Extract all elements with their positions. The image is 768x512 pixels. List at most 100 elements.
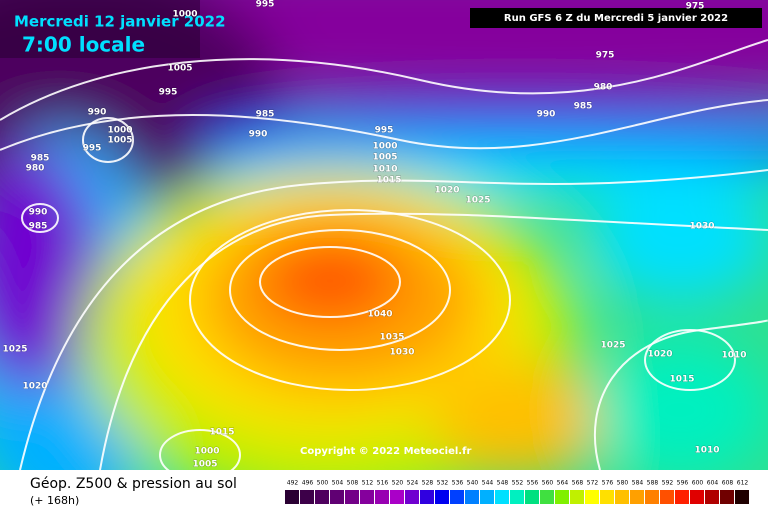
- isobar-label: 1030: [389, 348, 414, 358]
- isobar-label: 1010: [694, 446, 719, 456]
- isobar-label: 985: [256, 110, 275, 120]
- forecast-time: 7:00 locale: [22, 33, 145, 57]
- legend-level: 536: [452, 480, 464, 487]
- legend-level: 592: [662, 480, 674, 487]
- isobar-label: 1020: [22, 382, 47, 392]
- legend-level: 608: [722, 480, 734, 487]
- legend-swatch: [435, 490, 449, 504]
- legend-level: 544: [482, 480, 494, 487]
- legend-level: 540: [467, 480, 479, 487]
- legend-swatch: [735, 490, 749, 504]
- forecast-date: Mercredi 12 janvier 2022: [14, 13, 226, 31]
- legend-level: 500: [317, 480, 329, 487]
- legend-swatch: [705, 490, 719, 504]
- isobar-label: 975: [596, 51, 615, 61]
- isobar-label: 1030: [689, 222, 714, 232]
- legend-level: 568: [572, 480, 584, 487]
- isobar-label: 1005: [192, 460, 217, 470]
- legend-swatch: [600, 490, 614, 504]
- legend-level: 516: [377, 480, 389, 487]
- legend-swatch: [480, 490, 494, 504]
- legend-level: 492: [287, 480, 299, 487]
- isobar-label: 1015: [209, 428, 234, 438]
- isobar-label: 1005: [107, 136, 132, 146]
- isobar-label: 995: [375, 126, 394, 136]
- legend-level: 584: [632, 480, 644, 487]
- legend-swatch: [450, 490, 464, 504]
- isobar-label: 1010: [721, 351, 746, 361]
- legend-subtitle: (+ 168h): [30, 494, 79, 507]
- legend-swatch: [375, 490, 389, 504]
- legend-level: 576: [602, 480, 614, 487]
- isobar-label: 1025: [2, 345, 27, 355]
- legend-level: 508: [347, 480, 359, 487]
- legend-swatch: [405, 490, 419, 504]
- legend-swatch: [300, 490, 314, 504]
- legend-swatch: [420, 490, 434, 504]
- legend-swatch: [345, 490, 359, 504]
- legend-swatch: [645, 490, 659, 504]
- isobar-label: 995: [159, 88, 178, 98]
- legend-swatch: [720, 490, 734, 504]
- isobar-label: 980: [26, 164, 45, 174]
- isobar-label: 985: [31, 154, 50, 164]
- legend-swatch: [630, 490, 644, 504]
- isobar-label: 995: [83, 144, 102, 154]
- isobar-label: 1035: [379, 333, 404, 343]
- isobar-label: 1025: [465, 196, 490, 206]
- isobar-label: 980: [594, 83, 613, 93]
- legend-level: 524: [407, 480, 419, 487]
- legend-level: 588: [647, 480, 659, 487]
- legend-swatch: [555, 490, 569, 504]
- legend-swatch: [660, 490, 674, 504]
- legend-swatch: [570, 490, 584, 504]
- legend-level: 552: [512, 480, 524, 487]
- isobar-label: 990: [88, 108, 107, 118]
- legend-level: 580: [617, 480, 629, 487]
- isobar-label: 1000: [172, 10, 197, 20]
- legend-swatch: [495, 490, 509, 504]
- isobar-label: 1015: [669, 375, 694, 385]
- run-box: [470, 8, 762, 28]
- isobar-label: 990: [249, 130, 268, 140]
- legend-level: 512: [362, 480, 374, 487]
- legend-swatch: [360, 490, 374, 504]
- legend-swatch: [315, 490, 329, 504]
- legend-title: Géop. Z500 & pression au sol: [30, 476, 237, 492]
- legend-level: 528: [422, 480, 434, 487]
- legend-swatch: [585, 490, 599, 504]
- legend-level: 596: [677, 480, 689, 487]
- copyright: Copyright © 2022 Meteociel.fr: [300, 446, 471, 457]
- isobar-label: 975: [686, 2, 705, 12]
- legend-level: 520: [392, 480, 404, 487]
- legend-level: 564: [557, 480, 569, 487]
- legend-level: 560: [542, 480, 554, 487]
- legend-swatch: [465, 490, 479, 504]
- legend-level: 600: [692, 480, 704, 487]
- isobar-label: 1005: [167, 64, 192, 74]
- isobar-label: 985: [29, 222, 48, 232]
- run-info: Run GFS 6 Z du Mercredi 5 janvier 2022: [504, 13, 728, 24]
- legend-level: 496: [302, 480, 314, 487]
- legend-swatch: [510, 490, 524, 504]
- legend-swatch: [675, 490, 689, 504]
- isobar-label: 1020: [647, 350, 672, 360]
- isobar-label: 1000: [194, 447, 219, 457]
- legend-level: 548: [497, 480, 509, 487]
- legend-swatch: [540, 490, 554, 504]
- isobar-label: 1025: [600, 341, 625, 351]
- legend-swatch: [390, 490, 404, 504]
- isobar-label: 1000: [372, 142, 397, 152]
- isobar-label: 1015: [376, 176, 401, 186]
- isobar-label: 990: [537, 110, 556, 120]
- legend-level: 604: [707, 480, 719, 487]
- legend-level: 556: [527, 480, 539, 487]
- isobar-label: 1040: [367, 310, 392, 320]
- legend-swatch: [285, 490, 299, 504]
- isobar-label: 985: [574, 102, 593, 112]
- legend-level: 572: [587, 480, 599, 487]
- isobar-label: 1020: [434, 186, 459, 196]
- legend-level: 504: [332, 480, 344, 487]
- legend-swatch: [615, 490, 629, 504]
